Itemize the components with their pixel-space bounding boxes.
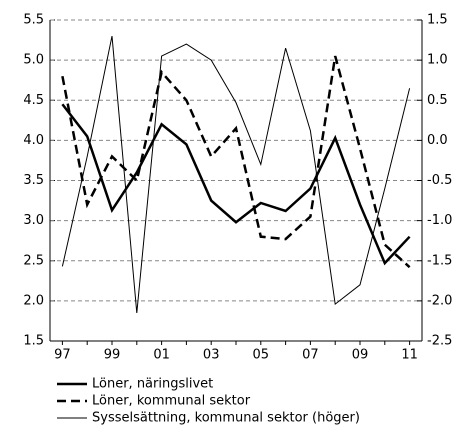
x-tick-label: 09 xyxy=(352,348,369,363)
y-tick-label: 4.0 xyxy=(23,133,44,148)
x-tick-label: 01 xyxy=(153,348,170,363)
y2-tick-label: -1.0 xyxy=(427,213,452,228)
y-tick-label: 2.0 xyxy=(23,293,44,308)
y2-tick-label: 1.0 xyxy=(427,53,448,68)
y2-tick-label: -2.5 xyxy=(427,334,452,349)
x-tick-label: 97 xyxy=(54,348,71,363)
legend-label: Löner, näringslivet xyxy=(92,377,213,392)
y-tick-label: 2.5 xyxy=(23,253,44,268)
series-line xyxy=(61,35,411,313)
y2-tick-label: -1.5 xyxy=(427,253,452,268)
legend-label: Sysselsättning, kommunal sektor (höger) xyxy=(92,411,360,425)
x-tick-label: 05 xyxy=(253,348,270,363)
y-tick-label: 3.5 xyxy=(23,173,44,188)
y-tick-label: 3.0 xyxy=(23,213,44,228)
y2-tick-label: 0.5 xyxy=(427,93,448,108)
y2-tick-label: -2.0 xyxy=(427,293,452,308)
y-tick-label: 5.0 xyxy=(23,53,44,68)
series-line xyxy=(61,103,411,266)
y2-tick-label: -0.5 xyxy=(427,173,452,188)
y-tick-label: 4.5 xyxy=(23,93,44,108)
legend-label: Löner, kommunal sektor xyxy=(92,394,251,409)
series-line xyxy=(61,55,411,269)
y2-tick-label: 0.0 xyxy=(427,133,448,148)
y-tick-label: 1.5 xyxy=(23,334,44,349)
y2-tick-label: 1.5 xyxy=(427,13,448,28)
x-tick-label: 03 xyxy=(203,348,220,363)
x-tick-label: 99 xyxy=(104,348,121,363)
x-tick-label: 11 xyxy=(401,348,418,363)
x-tick-label: 07 xyxy=(302,348,319,363)
y-tick-label: 5.5 xyxy=(23,13,44,28)
